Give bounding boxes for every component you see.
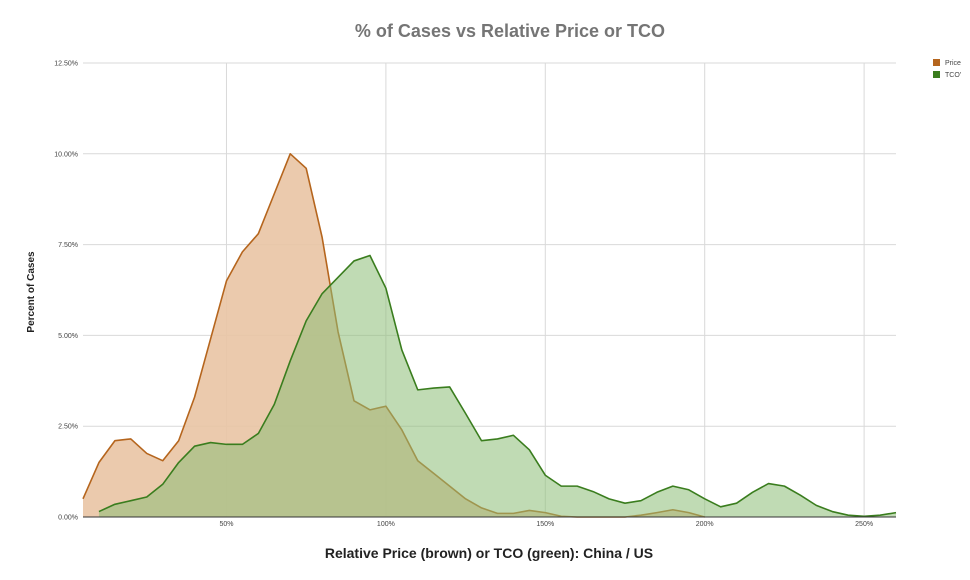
x-tick-label: 50% xyxy=(219,521,233,528)
legend-label-price: Price xyxy=(945,60,961,67)
y-tick-label: 2.50% xyxy=(58,424,78,431)
legend-swatch-price xyxy=(933,59,940,66)
y-tick-label: 12.50% xyxy=(54,61,78,68)
x-axis-title: Relative Price (brown) or TCO (green): C… xyxy=(325,545,653,561)
legend: Price TCO' xyxy=(933,59,961,79)
tick-labels: 0.00% 2.50% 5.00% 7.50% 10.00% 12.50% 50% 100% 1… xyxy=(54,61,873,529)
y-tick-label: 7.50% xyxy=(58,242,78,249)
legend-swatch-tco xyxy=(933,71,940,78)
x-tick-label: 100% xyxy=(377,521,395,528)
x-tick-label: 250% xyxy=(855,521,873,528)
tco-series xyxy=(98,254,897,518)
x-tick-label: 150% xyxy=(536,521,554,528)
x-tick-label: 200% xyxy=(696,521,714,528)
y-axis-title: Percent of Cases xyxy=(26,251,37,333)
legend-label-tco: TCO' xyxy=(945,72,961,79)
series-area-tco xyxy=(98,255,896,517)
y-tick-label: 5.00% xyxy=(58,333,78,340)
series-area-price xyxy=(83,153,705,518)
series-line-tco xyxy=(98,254,897,518)
y-tick-label: 10.00% xyxy=(54,151,78,158)
y-tick-label: 0.00% xyxy=(58,515,78,522)
chart-title: % of Cases vs Relative Price or TCO xyxy=(355,21,665,41)
